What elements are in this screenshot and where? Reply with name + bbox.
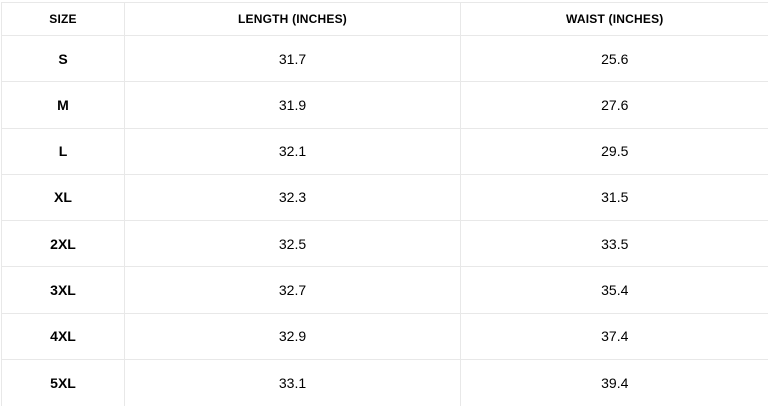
table-row: XL 32.3 31.5 xyxy=(2,174,768,220)
header-row: SIZE LENGTH (INCHES) WAIST (INCHES) xyxy=(2,3,768,36)
cell-length: 32.1 xyxy=(125,128,461,174)
cell-waist: 39.4 xyxy=(461,359,768,405)
cell-size: L xyxy=(2,128,125,174)
table-row: 2XL 32.5 33.5 xyxy=(2,221,768,267)
cell-waist: 35.4 xyxy=(461,267,768,313)
size-chart-body: S 31.7 25.6 M 31.9 27.6 L 32.1 29.5 XL 3… xyxy=(2,36,768,406)
cell-waist: 27.6 xyxy=(461,82,768,128)
cell-length: 32.9 xyxy=(125,313,461,359)
cell-waist: 25.6 xyxy=(461,36,768,82)
cell-waist: 37.4 xyxy=(461,313,768,359)
table-row: 5XL 33.1 39.4 xyxy=(2,359,768,405)
cell-waist: 29.5 xyxy=(461,128,768,174)
cell-size: XL xyxy=(2,174,125,220)
table-row: L 32.1 29.5 xyxy=(2,128,768,174)
table-row: 4XL 32.9 37.4 xyxy=(2,313,768,359)
cell-length: 31.9 xyxy=(125,82,461,128)
cell-size: M xyxy=(2,82,125,128)
cell-waist: 33.5 xyxy=(461,221,768,267)
cell-length: 32.5 xyxy=(125,221,461,267)
cell-waist: 31.5 xyxy=(461,174,768,220)
table-row: S 31.7 25.6 xyxy=(2,36,768,82)
table-row: 3XL 32.7 35.4 xyxy=(2,267,768,313)
cell-size: 4XL xyxy=(2,313,125,359)
cell-size: 2XL xyxy=(2,221,125,267)
header-cell-size: SIZE xyxy=(2,3,125,36)
cell-size: 3XL xyxy=(2,267,125,313)
size-chart-header: SIZE LENGTH (INCHES) WAIST (INCHES) xyxy=(2,3,768,36)
table-row: M 31.9 27.6 xyxy=(2,82,768,128)
cell-length: 32.7 xyxy=(125,267,461,313)
cell-length: 33.1 xyxy=(125,359,461,405)
cell-size: S xyxy=(2,36,125,82)
header-cell-waist: WAIST (INCHES) xyxy=(461,3,768,36)
cell-length: 32.3 xyxy=(125,174,461,220)
cell-size: 5XL xyxy=(2,359,125,405)
cell-length: 31.7 xyxy=(125,36,461,82)
header-cell-length: LENGTH (INCHES) xyxy=(125,3,461,36)
